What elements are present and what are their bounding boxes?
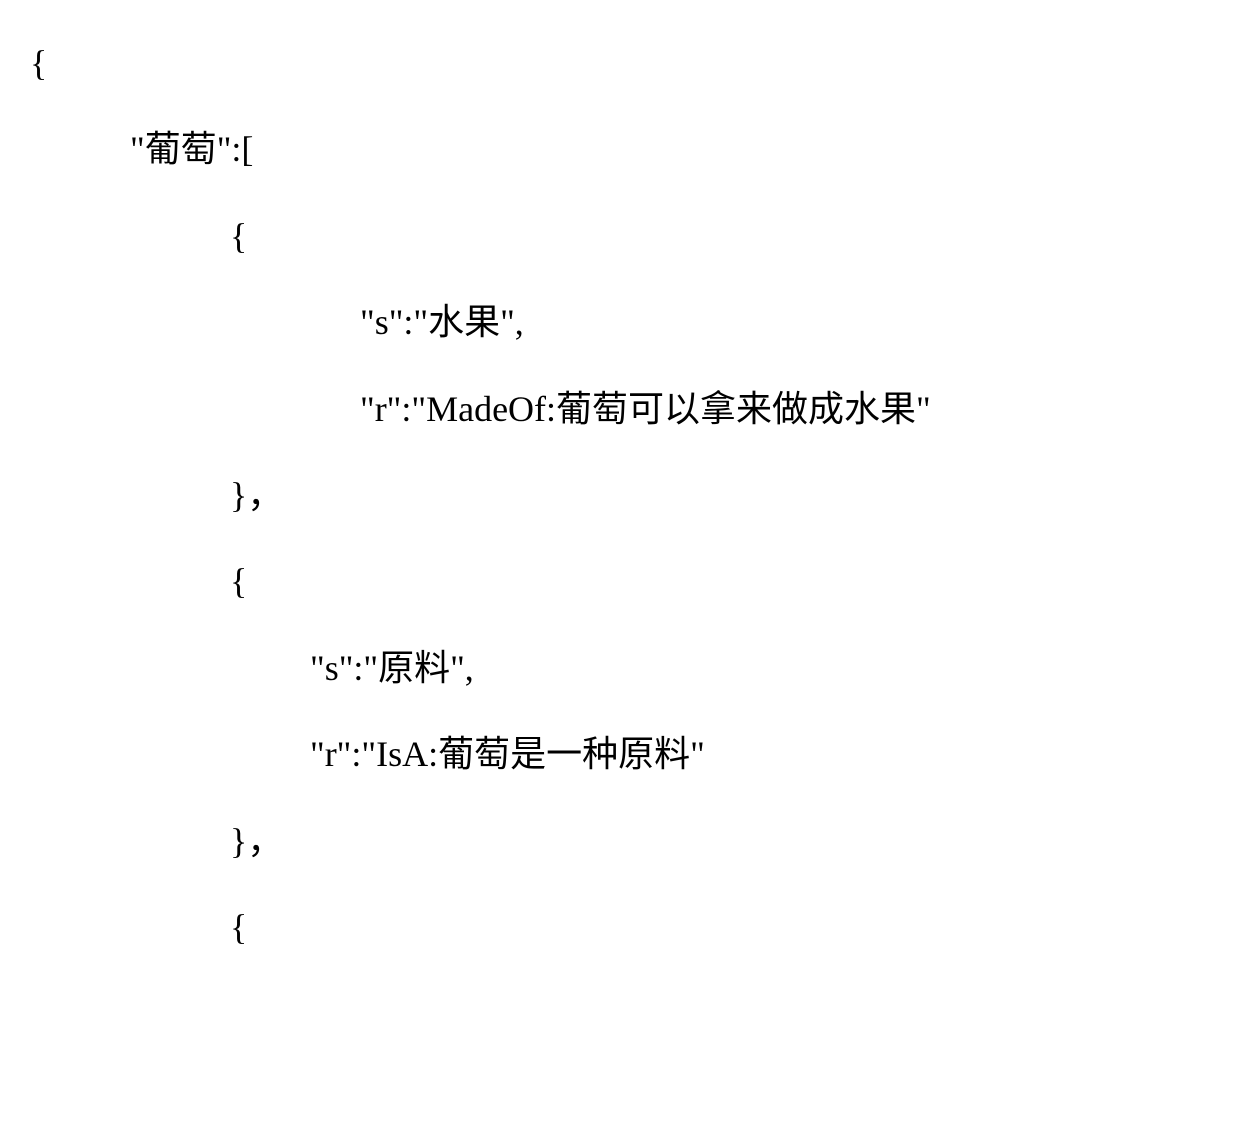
- code-line: }，: [30, 798, 1210, 884]
- code-line: "葡萄":[: [30, 106, 1210, 192]
- code-line: {: [30, 193, 1210, 279]
- code-line: }，: [30, 452, 1210, 538]
- code-line: {: [30, 20, 1210, 106]
- code-line: "s":"原料",: [30, 625, 1210, 711]
- code-line: "r":"IsA:葡萄是一种原料": [30, 711, 1210, 797]
- code-line: "s":"水果",: [30, 279, 1210, 365]
- code-line: {: [30, 538, 1210, 624]
- code-line: "r":"MadeOf:葡萄可以拿来做成水果": [30, 366, 1210, 452]
- code-line: {: [30, 884, 1210, 970]
